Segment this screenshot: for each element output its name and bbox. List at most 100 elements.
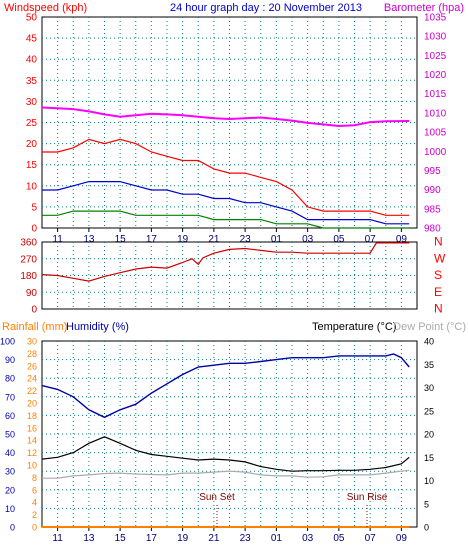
y-tick-label: 40 xyxy=(26,55,38,66)
x-tick-label: 17 xyxy=(146,533,158,544)
y-tick-label: 0 xyxy=(31,305,37,316)
y-tick-label: 8 xyxy=(32,473,37,483)
y-tick-label: 270 xyxy=(20,254,37,265)
x-tick-label: 19 xyxy=(177,234,189,245)
direction-ticks: 0 90 180 270 360 xyxy=(20,238,37,316)
temperature-ticks: 0 5 10 15 20 25 30 35 40 xyxy=(424,337,434,533)
y-tick-label: 995 xyxy=(424,166,441,177)
x-tick-label: 05 xyxy=(333,533,345,544)
rainfall-axis-label: Rainfall (mm) xyxy=(2,321,67,333)
barometer-ticks: 980 985 990 995 1000 1005 1010 1015 1020 1025 1030… xyxy=(424,13,447,235)
y-tick-label: 1005 xyxy=(424,128,447,139)
y-tick-label: 30 xyxy=(424,383,434,393)
humidity-line xyxy=(41,353,410,419)
y-tick-label: 50 xyxy=(5,430,15,440)
y-tick-label: 18 xyxy=(27,411,37,421)
y-tick-label: 0 xyxy=(10,523,15,533)
sunrise-annotation: Sun Rise xyxy=(347,492,388,503)
y-tick-label: 70 xyxy=(5,392,15,402)
y-tick-label: 40 xyxy=(424,337,434,347)
y-tick-label: 1020 xyxy=(424,70,447,81)
y-tick-label: 15 xyxy=(26,160,38,171)
barometer-line xyxy=(41,106,410,128)
x-tick-label: 21 xyxy=(208,234,220,245)
y-tick-label: 30 xyxy=(27,337,37,347)
temperature-axis-label: Temperature (°C) xyxy=(312,321,396,333)
minimum-wind-line xyxy=(42,210,410,229)
y-tick-label: 26 xyxy=(27,361,37,371)
x-tick-label: 09 xyxy=(396,533,408,544)
temperature-series xyxy=(41,353,410,528)
y-tick-label: 25 xyxy=(26,118,38,129)
x-tick-label: 11 xyxy=(52,533,63,544)
y-tick-label: 80 xyxy=(5,374,15,384)
humidity-ticks: 0 10 20 30 40 50 60 70 80 90 100 xyxy=(0,337,15,533)
chart-title: 24 hour graph day : 20 November 2013 xyxy=(170,2,362,14)
wind-series xyxy=(41,106,410,229)
x-tick-label: 15 xyxy=(115,234,127,245)
y-tick-label: 14 xyxy=(27,436,37,446)
temperature-grid xyxy=(42,341,417,527)
wind-time-ticks: 11 13 15 17 19 21 23 01 03 05 07 09 xyxy=(52,228,407,245)
x-tick-label: 23 xyxy=(240,234,252,245)
x-tick-label: 09 xyxy=(396,234,408,245)
y-tick-label: 6 xyxy=(32,485,37,495)
y-tick-label: 10 xyxy=(424,476,434,486)
dewpoint-axis-label: Dew Point (°C) xyxy=(393,321,466,333)
y-tick-label: 28 xyxy=(27,349,37,359)
y-tick-label: W xyxy=(434,251,446,265)
y-tick-label: 40 xyxy=(5,448,15,458)
x-tick-label: 11 xyxy=(52,234,63,245)
x-tick-label: 23 xyxy=(240,533,252,544)
y-tick-label: 45 xyxy=(26,34,38,45)
y-tick-label: 100 xyxy=(0,337,15,347)
y-tick-label: 15 xyxy=(424,453,434,463)
dewpoint-line xyxy=(42,469,410,479)
y-tick-label: 20 xyxy=(27,399,37,409)
y-tick-label: 50 xyxy=(26,13,38,24)
y-tick-label: 30 xyxy=(26,97,38,108)
y-tick-label: 5 xyxy=(424,499,429,509)
x-tick-label: 13 xyxy=(83,533,95,544)
y-tick-label: 90 xyxy=(26,288,38,299)
y-tick-label: 10 xyxy=(26,181,38,192)
y-tick-label: 35 xyxy=(26,76,38,87)
y-tick-label: 985 xyxy=(424,204,441,215)
y-tick-label: 1035 xyxy=(424,13,447,24)
y-tick-label: 1010 xyxy=(424,108,447,119)
direction-series xyxy=(41,242,410,282)
x-tick-label: 01 xyxy=(271,234,283,245)
y-tick-label: 60 xyxy=(5,411,15,421)
y-tick-label: 2 xyxy=(32,510,37,520)
x-tick-label: 19 xyxy=(177,533,189,544)
x-tick-label: 03 xyxy=(302,234,314,245)
y-tick-label: 0 xyxy=(424,523,429,533)
x-tick-label: 21 xyxy=(208,533,220,544)
y-tick-label: 30 xyxy=(5,467,15,477)
y-tick-label: 10 xyxy=(27,461,37,471)
y-tick-label: 20 xyxy=(26,139,38,150)
y-tick-label: 5 xyxy=(31,202,37,213)
y-tick-label: 1000 xyxy=(424,147,447,158)
y-tick-label: S xyxy=(434,268,442,282)
x-tick-label: 13 xyxy=(83,234,95,245)
y-tick-label: 12 xyxy=(27,448,37,458)
direction-grid xyxy=(42,242,417,309)
windspeed-axis-label: Windspeed (kph) xyxy=(4,2,87,14)
x-tick-label: 05 xyxy=(333,234,345,245)
y-tick-label: 22 xyxy=(27,386,37,396)
y-tick-label: 0 xyxy=(31,224,37,235)
y-tick-label: 35 xyxy=(424,360,434,370)
y-tick-label: 90 xyxy=(5,355,15,365)
temperature-line xyxy=(41,436,410,472)
y-tick-label: 20 xyxy=(424,430,434,440)
x-tick-label: 07 xyxy=(365,234,377,245)
y-tick-label: 1025 xyxy=(424,51,447,62)
y-tick-label: E xyxy=(434,285,442,299)
y-tick-label: 990 xyxy=(424,185,441,196)
x-tick-label: 15 xyxy=(115,533,127,544)
wind-direction-line xyxy=(41,242,410,282)
